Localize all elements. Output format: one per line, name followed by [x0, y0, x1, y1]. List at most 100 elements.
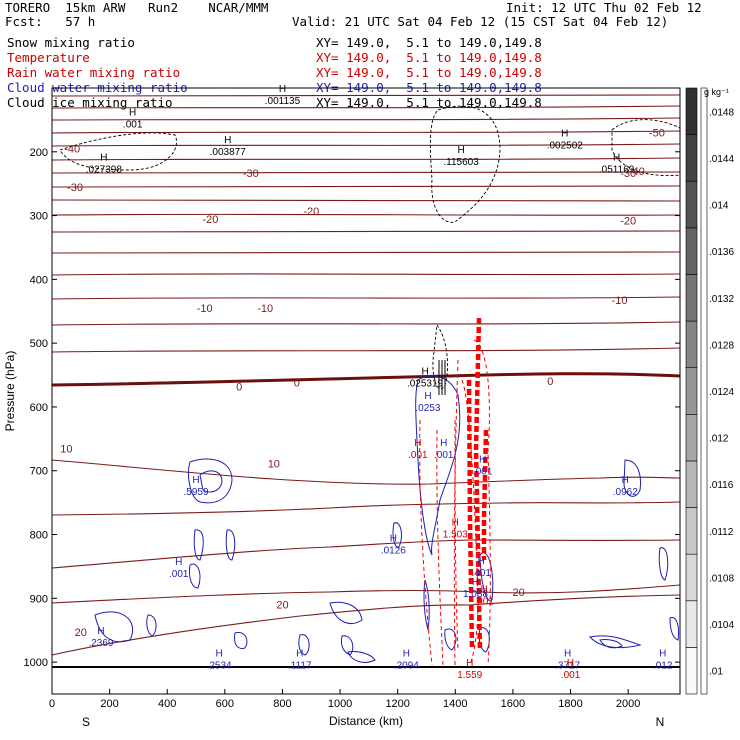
isotherm-line [51, 296, 681, 300]
maximum-marker: H [480, 585, 487, 596]
isotherm-line [51, 459, 681, 485]
init-time: Init: 12 UTC Thu 02 Feb 12 [506, 0, 702, 15]
maximum-value: 1.559 [457, 670, 482, 681]
maximum-marker: H [224, 135, 231, 146]
temperature-label: -20 [620, 216, 636, 228]
colorbar-segment [685, 600, 698, 648]
maximum-marker: H [659, 648, 666, 659]
maximum-marker: H [466, 658, 473, 669]
maximum-marker: H [564, 648, 571, 659]
cloudwater-contour [199, 470, 223, 493]
cloudwater-contour [623, 459, 641, 497]
cloud-ice-contours [59, 105, 681, 390]
y-tick-label: 500 [30, 338, 48, 350]
maximum-value: .001 [123, 119, 143, 130]
isotherm-line [51, 130, 681, 134]
colorbar-segment [685, 134, 698, 182]
cloudwater-contour [329, 601, 363, 624]
maximum-marker: H [129, 107, 136, 118]
legend-cloud-ice-xy: XY= 149.0, 5.1 to 149.0,149.8 [316, 95, 542, 110]
isotherm-line [51, 94, 681, 97]
maximum-value: .012 [653, 660, 673, 671]
maximum-value: .003877 [210, 147, 247, 158]
maximum-value: .001 [474, 597, 494, 608]
y-tick-label: 900 [30, 593, 48, 605]
maximum-marker: H [622, 475, 629, 486]
maximum-marker: H [424, 391, 431, 402]
colorbar-label: .0136 [709, 247, 734, 258]
maximum-marker: H [613, 153, 620, 164]
colorbar-segment [685, 87, 698, 135]
cloudwater-contour [193, 529, 204, 561]
forecast-hour: Fcst: 57 h [5, 14, 96, 29]
maximum-value: 1.088 [463, 589, 488, 600]
x-tick-label: 1800 [558, 698, 582, 710]
x-tick-label: 1200 [385, 698, 409, 710]
maximum-value: .5959 [184, 487, 209, 498]
legend-cloud-ice-label: Cloud ice mixing ratio [7, 95, 173, 110]
maximum-value: .115603 [443, 157, 479, 168]
x-tick-label: 400 [158, 698, 176, 710]
isotherm-line [51, 171, 681, 174]
maximum-marker: H [472, 577, 479, 588]
isotherm-line [51, 594, 681, 656]
maximum-value: .401 [471, 568, 491, 579]
maximum-value: 1.503 [443, 530, 468, 541]
colorbar-label: .01 [709, 667, 723, 678]
model-title: TORERO 15km ARW Run2 NCAR/MMM [5, 0, 269, 15]
maximum-value: .025319 [407, 378, 444, 389]
maximum-value: .002502 [547, 140, 584, 151]
x-tick-label: 1600 [501, 698, 525, 710]
plot-frame [51, 87, 681, 695]
temperature-labels: -50-40-40-30-30 -30-20-20-20-10 -10-100 0 01… [60, 128, 665, 639]
colorbar-labels: .01 .0104 .0108 .0112 .0116 .012 .0124 .0128 .01… [709, 107, 734, 677]
colorbar-segment [685, 414, 698, 462]
maximum-value: .001 [169, 569, 189, 580]
isotherm-line [51, 230, 681, 233]
isotherm-line [51, 273, 681, 276]
maximum-marker: H [279, 84, 286, 95]
maximum-marker: H [421, 366, 428, 377]
rain-core-line [481, 429, 489, 560]
maximum-value: .001 [434, 450, 454, 461]
isotherm-line [51, 199, 681, 202]
colorbar-label: .0112 [709, 527, 734, 538]
cloudwater-contour [599, 639, 623, 649]
colorbar-segment [685, 553, 698, 602]
y-tick-label: 800 [30, 530, 48, 542]
colorbar-label: .012 [709, 434, 729, 445]
isotherm-line [51, 157, 681, 161]
colorbar-label: .0104 [709, 620, 734, 631]
colorbar-label: .0144 [709, 154, 734, 165]
maximum-marker: H [479, 454, 486, 465]
maximum-marker: H [390, 533, 397, 544]
temperature-label: -30 [620, 168, 636, 180]
zero-isotherm [51, 372, 681, 387]
cloud-water-contours [94, 375, 679, 663]
colorbar-segment [685, 320, 698, 368]
temperature-label: -10 [257, 303, 273, 315]
cloudwater-contour [187, 458, 233, 504]
isotherm-line [51, 501, 681, 516]
x-axis-title: Distance (km) [329, 714, 403, 728]
legend-rain-xy: XY= 149.0, 5.1 to 149.0,149.8 [316, 65, 542, 80]
cloudwater-contour [225, 529, 236, 561]
maximum-value: .2094 [394, 660, 419, 671]
temperature-label: -10 [612, 295, 628, 307]
temperature-label: 20 [276, 600, 288, 612]
maximum-marker: H [414, 438, 421, 449]
rain-core-line [466, 379, 475, 651]
colorbar-segment [685, 647, 698, 695]
colorbar-unit: g kg⁻¹ [704, 87, 729, 97]
y-tick-label: 700 [30, 466, 48, 478]
legend-snow-label: Snow mixing ratio [7, 35, 135, 50]
isotherm-line [51, 321, 681, 326]
temperature-label: 10 [60, 443, 72, 455]
maximum-value: .0253 [415, 403, 440, 414]
y-tick-label: 200 [30, 147, 48, 159]
y-axis-title: Pressure (hPa) [3, 351, 17, 432]
temperature-label: -40 [629, 166, 645, 178]
temperature-label: -20 [303, 206, 319, 218]
temperature-label: 20 [513, 587, 525, 599]
